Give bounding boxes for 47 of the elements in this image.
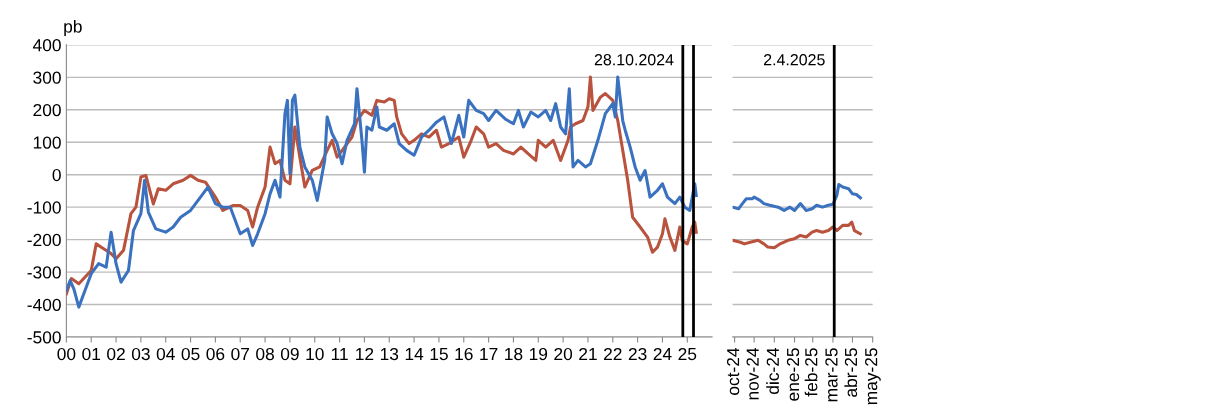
x-tick-label: 13 xyxy=(380,347,399,361)
x-tick-label: 10 xyxy=(306,347,324,361)
x-tick-label: 21 xyxy=(579,347,597,361)
x-tick-label: mar-25 xyxy=(825,348,838,402)
x-tick-label: 22 xyxy=(604,347,622,361)
x-tick-label: 12 xyxy=(356,347,374,361)
x-tick-label: 25 xyxy=(678,347,697,361)
y-tick-label: 100 xyxy=(33,136,61,149)
y-tick-label: 400 xyxy=(32,39,61,52)
x-tick-label: 02 xyxy=(107,347,125,361)
x-tick-label: 00 xyxy=(57,347,76,361)
x-tick-label: feb-25 xyxy=(804,348,818,397)
x-tick-label: 17 xyxy=(480,348,498,361)
x-tick-label: 05 xyxy=(181,347,200,361)
y-tick-label: -300 xyxy=(27,266,61,279)
x-tick-label: 11 xyxy=(331,348,348,361)
y-tick-label: 200 xyxy=(33,103,61,117)
x-tick-label: 23 xyxy=(628,347,647,361)
x-tick-label: nov-24 xyxy=(746,347,759,400)
x-tick-label: ene-25 xyxy=(786,348,800,401)
x-tick-label: 09 xyxy=(280,347,299,361)
y-tick-label: -500 xyxy=(27,331,61,344)
y-axis-title: pb xyxy=(64,19,82,37)
x-tick-label: 07 xyxy=(231,347,250,361)
x-tick-label: 01 xyxy=(82,347,101,361)
x-tick-label: 15 xyxy=(430,348,448,361)
x-tick-label: 03 xyxy=(131,347,150,361)
x-tick-label: may-25 xyxy=(865,348,881,405)
x-tick-label: 24 xyxy=(653,347,672,361)
x-tick-label: 19 xyxy=(529,347,548,361)
y-tick-label: 0 xyxy=(52,168,61,182)
x-tick-label: dic-24 xyxy=(766,347,779,394)
y-tick-label: -200 xyxy=(27,233,61,247)
x-tick-label: 16 xyxy=(455,347,473,361)
x-tick-label: 20 xyxy=(554,347,573,361)
x-tick-label: 08 xyxy=(256,347,274,361)
x-tick-label: abr-25 xyxy=(844,348,858,397)
y-tick-label: -100 xyxy=(27,201,61,214)
y-tick-label: -400 xyxy=(27,298,61,312)
x-tick-label: 18 xyxy=(505,347,523,361)
x-tick-label: oct-24 xyxy=(726,347,740,395)
x-tick-label: 14 xyxy=(405,348,424,361)
y-tick-label: 300 xyxy=(33,71,61,84)
ref-line-label: 2.4.2025 xyxy=(764,54,825,66)
x-tick-label: 06 xyxy=(206,347,225,361)
ref-line-label: 28.10.2024 xyxy=(594,54,674,66)
x-tick-label: 04 xyxy=(156,347,175,361)
